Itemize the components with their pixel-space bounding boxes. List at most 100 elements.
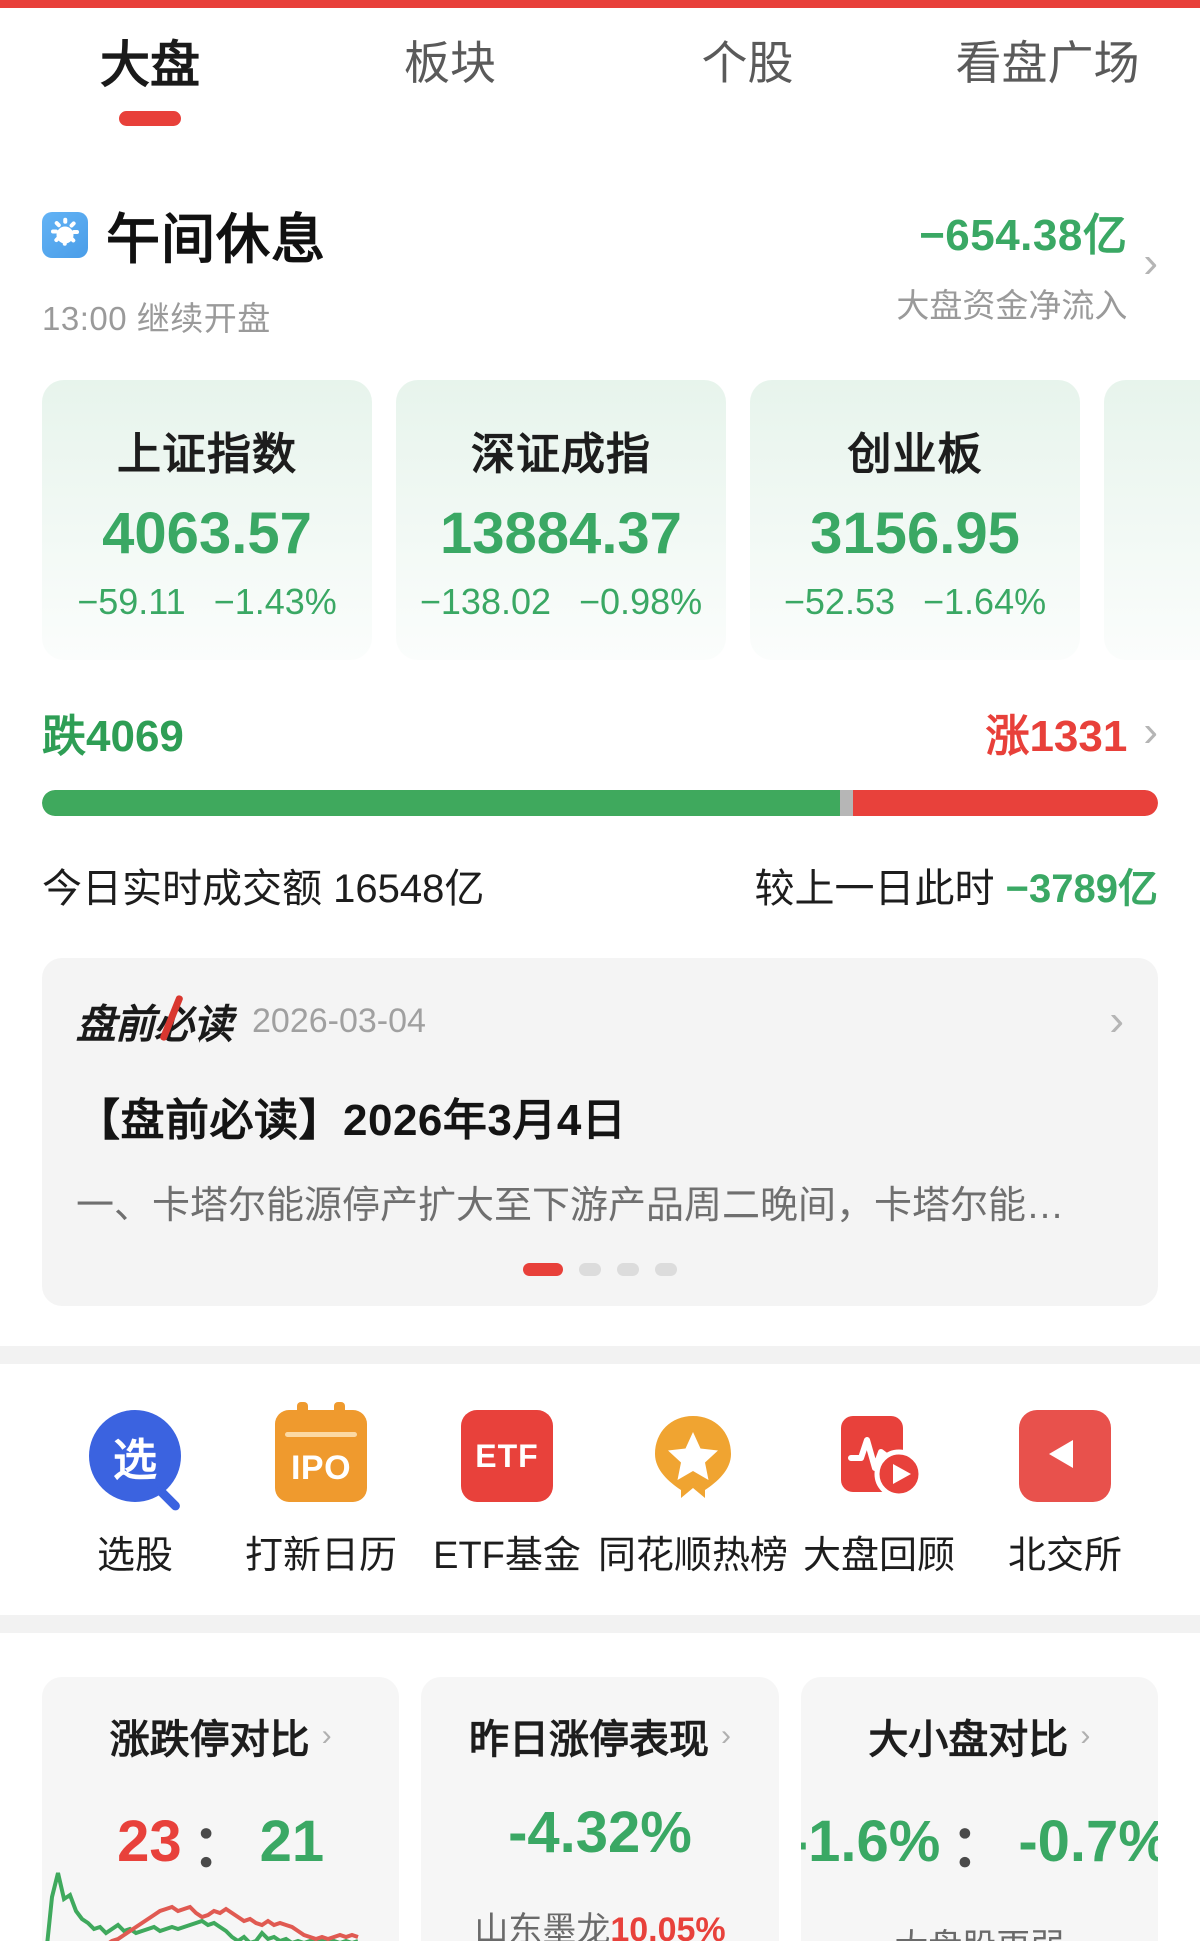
- carousel-dot[interactable]: [617, 1263, 639, 1276]
- index-change: −138.02: [419, 580, 552, 622]
- top-stock-change: 10.05%: [610, 1911, 726, 1941]
- value-separator: ：: [950, 1814, 1009, 1879]
- index-card-shenzhen[interactable]: 深证成指 13884.37 −138.02 −0.98%: [396, 380, 726, 660]
- fund-flow-entry[interactable]: −654.38亿 大盘资金净流入 ›: [896, 195, 1158, 327]
- index-card-next-partial[interactable]: [1104, 380, 1200, 660]
- fund-flow-label: 大盘资金净流入: [896, 287, 1128, 324]
- limit-up-count: 23: [117, 1808, 182, 1874]
- value-separator: ：: [191, 1814, 250, 1879]
- tab-bankuai[interactable]: 板块: [300, 28, 600, 86]
- chevron-right-icon: ›: [1143, 238, 1158, 287]
- index-name: 创业板: [847, 429, 983, 479]
- stock-picker-icon: 选: [89, 1410, 181, 1502]
- quick-action-ipo-calendar[interactable]: IPO 打新日历: [228, 1402, 414, 1579]
- index-change-row: −138.02 −0.98%: [420, 581, 702, 623]
- top-accent-bar: [0, 0, 1200, 8]
- tab-gegu[interactable]: 个股: [600, 28, 895, 86]
- limit-down-count: 21: [259, 1808, 325, 1874]
- top-stock-name: 山东墨龙: [474, 1911, 611, 1941]
- carousel-dot-active[interactable]: [523, 1263, 563, 1276]
- small-cap-change: -0.7%: [1018, 1808, 1158, 1874]
- premarket-news-card[interactable]: 盘前必读 2026-03-04 › 【盘前必读】2026年3月4日 一、卡塔尔能…: [42, 958, 1158, 1306]
- mini-card-title: 涨跌停对比: [109, 1718, 310, 1762]
- index-percent: −1.43%: [213, 580, 337, 622]
- news-section: 盘前必读 2026-03-04 › 【盘前必读】2026年3月4日 一、卡塔尔能…: [0, 958, 1200, 1346]
- quick-action-label: 大盘回顾: [802, 1535, 955, 1577]
- limit-comparison-sparkline: [45, 1872, 359, 1941]
- quick-actions-row[interactable]: 选 选股 IPO 打新日历 ETF ETF基金: [0, 1364, 1200, 1615]
- quick-action-hot-list[interactable]: 同花顺热榜: [598, 1410, 789, 1579]
- market-replay-icon: [833, 1410, 925, 1502]
- breadth-bar-unchanged: [839, 790, 854, 816]
- ipo-calendar-icon: IPO: [275, 1402, 367, 1502]
- etf-fund-icon-glyph: ETF: [475, 1437, 539, 1474]
- quick-action-stock-picker[interactable]: 选 选股: [42, 1410, 228, 1579]
- mini-card-subtext: 山东墨龙10.05%: [474, 1902, 725, 1941]
- index-card-chinext[interactable]: 创业板 3156.95 −52.53 −1.64%: [750, 380, 1080, 660]
- market-breadth-section[interactable]: 跌4069 涨1331 ›: [0, 660, 1200, 816]
- yesterday-limit-up-performance: -4.32%: [508, 1800, 692, 1865]
- tab-label: 板块: [404, 37, 496, 89]
- news-headline: 【盘前必读】2026年3月4日: [76, 1096, 627, 1145]
- turnover-comparison-value: −3789亿: [1005, 867, 1158, 911]
- top-tab-bar: 大盘 板块 个股 看盘广场: [0, 8, 1200, 143]
- tab-kanpan-guangchang[interactable]: 看盘广场: [895, 28, 1200, 86]
- mini-card-value: -4.32%: [508, 1799, 692, 1866]
- carousel-dot[interactable]: [579, 1263, 601, 1276]
- turnover-comparison: 较上一日此时 −3789亿: [755, 856, 1158, 914]
- news-date: 2026-03-04: [252, 1001, 426, 1040]
- market-status-left: 午间休息 13:00 继续开盘: [42, 195, 326, 340]
- quick-action-market-replay[interactable]: 大盘回顾: [786, 1410, 972, 1579]
- breadth-bar: [42, 790, 1158, 816]
- index-percent: −1.64%: [923, 580, 1047, 622]
- index-value: 3156.95: [810, 500, 1020, 566]
- quick-action-label: 选股: [96, 1535, 173, 1577]
- mini-card-subtext: 大盘股更弱: [894, 1919, 1064, 1941]
- fund-flow-value: −654.38亿: [919, 211, 1128, 260]
- mini-card-limit-comparison[interactable]: 涨跌停对比 › 23 ： 21: [42, 1677, 400, 1941]
- today-turnover: 今日实时成交额 16548亿: [42, 867, 485, 911]
- mini-card-title: 大小盘对比: [868, 1718, 1069, 1762]
- index-change: −52.53: [783, 580, 895, 622]
- chevron-right-icon: ›: [720, 1719, 731, 1752]
- ipo-calendar-icon-glyph: IPO: [290, 1449, 352, 1487]
- stock-picker-icon-glyph: 选: [113, 1436, 157, 1485]
- turnover-comparison-label: 较上一日此时: [754, 867, 995, 911]
- carousel-pagination[interactable]: [76, 1263, 1124, 1276]
- chevron-right-icon: ›: [1080, 1719, 1091, 1752]
- index-card-scroller[interactable]: 上证指数 4063.57 −59.11 −1.43% 深证成指 13884.37…: [0, 340, 1200, 660]
- index-value: 4063.57: [102, 500, 312, 566]
- chevron-right-icon: ›: [321, 1719, 332, 1752]
- mini-cards-row: 涨跌停对比 › 23 ： 21 昨日涨停表现 › -4.32% 山东墨龙1: [0, 1633, 1200, 1941]
- mini-card-large-small-cap[interactable]: 大小盘对比 › -1.6% ： -0.7% 大盘股更弱: [800, 1677, 1158, 1941]
- quick-action-etf-fund[interactable]: ETF ETF基金: [414, 1410, 600, 1579]
- index-name: 深证成指: [471, 429, 651, 479]
- quick-action-label: 北交所: [1007, 1535, 1122, 1577]
- market-status-title: 午间休息: [106, 210, 326, 270]
- index-change-row: −59.11 −1.43%: [77, 581, 337, 623]
- quick-action-label: 同花顺热榜: [598, 1535, 789, 1577]
- mini-card-title: 昨日涨停表现: [468, 1718, 709, 1762]
- index-change-row: −52.53 −1.64%: [784, 581, 1046, 623]
- chevron-right-icon: ›: [1109, 996, 1124, 1045]
- index-value: 13884.37: [440, 500, 682, 566]
- quick-action-label: ETF基金: [433, 1535, 581, 1577]
- turnover-row: 今日实时成交额 16548亿 较上一日此时 −3789亿: [0, 816, 1200, 958]
- mini-card-value: 23 ： 21: [117, 1799, 324, 1883]
- beijing-exchange-icon: [1019, 1410, 1111, 1502]
- large-cap-change: -1.6%: [800, 1808, 941, 1874]
- sun-icon: [42, 211, 88, 258]
- breadth-bar-advancing: [853, 790, 1158, 816]
- quick-action-beijing-exchange[interactable]: 北交所: [972, 1410, 1158, 1579]
- quick-action-label: 打新日历: [244, 1535, 397, 1577]
- news-summary: 一、卡塔尔能源停产扩大至下游产品周二晚间，卡塔尔能…: [76, 1185, 1065, 1227]
- tab-label: 大盘: [100, 37, 200, 93]
- index-card-shanghai[interactable]: 上证指数 4063.57 −59.11 −1.43%: [42, 380, 372, 660]
- tab-dapan[interactable]: 大盘: [0, 28, 300, 126]
- advancing-count: 涨1331: [985, 712, 1128, 761]
- mini-card-yesterday-limit-up[interactable]: 昨日涨停表现 › -4.32% 山东墨龙10.05%: [421, 1677, 779, 1941]
- tab-active-indicator: [119, 111, 181, 126]
- carousel-dot[interactable]: [655, 1263, 677, 1276]
- tab-label: 个股: [701, 37, 794, 89]
